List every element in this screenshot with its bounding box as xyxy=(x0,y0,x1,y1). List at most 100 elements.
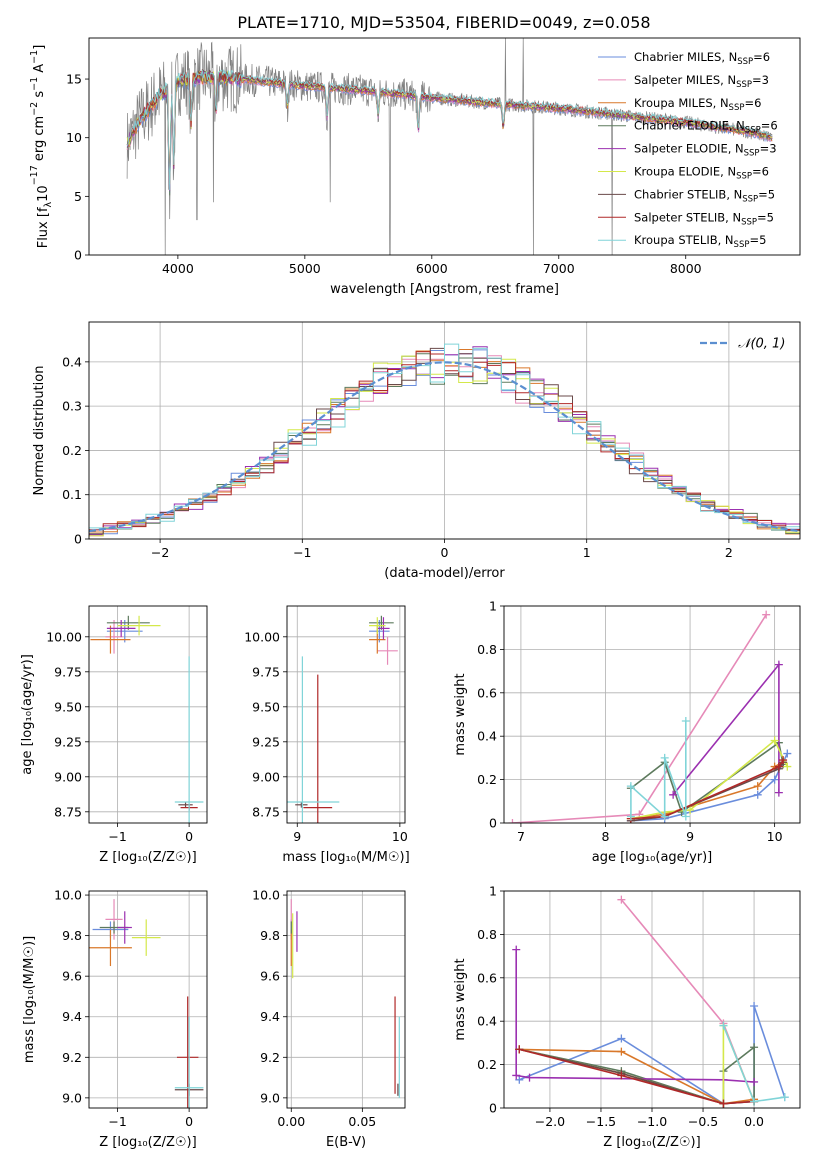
weight-marker xyxy=(750,1002,759,1011)
x-tick-label: −1.5 xyxy=(586,1114,616,1129)
errorbar-point-1 xyxy=(105,620,123,654)
weight-marker xyxy=(660,753,669,762)
histogram-8 xyxy=(89,343,800,531)
errorbar-point-5 xyxy=(131,919,161,956)
y-axis-label: Flux [fλ10−17 erg cm−2 s−1 A−1] xyxy=(29,45,54,249)
weight-marker xyxy=(779,756,788,765)
y-axis-label: mass [log₁₀(M/M☉)] xyxy=(22,936,37,1063)
plot-area-age_vs_Z xyxy=(90,615,204,823)
weight-series-3 xyxy=(515,1043,759,1108)
x-tick-label: −1 xyxy=(293,545,311,560)
weight-marker xyxy=(512,1071,521,1080)
y-tick-label: 9.6 xyxy=(62,969,82,984)
weight-series-4 xyxy=(512,945,759,1086)
weight-series-8 xyxy=(719,1021,789,1106)
errorbar-point-7 xyxy=(176,996,199,1108)
errorbar-point-8 xyxy=(174,656,204,823)
figure-title: PLATE=1710, MJD=53504, FIBERID=0049, z=0… xyxy=(237,13,650,32)
x-tick-label: 0.05 xyxy=(348,1114,376,1129)
weight-marker xyxy=(681,812,690,821)
y-tick-label: 0.8 xyxy=(477,927,497,942)
y-tick-label: 0 xyxy=(74,532,82,547)
x-tick-label: 0 xyxy=(185,829,193,844)
y-tick-label: 10.00 xyxy=(46,629,82,644)
weight-marker xyxy=(770,736,779,745)
weight-marker xyxy=(617,1071,626,1080)
weight-line xyxy=(630,753,789,822)
y-axis-label: mass weight xyxy=(453,673,468,755)
errorbar-point-7 xyxy=(303,674,333,823)
x-axis-label: Z [log₁₀(Z/Z☉)] xyxy=(603,1135,700,1150)
y-tick-label: 9.25 xyxy=(54,734,82,749)
weight-marker xyxy=(762,610,771,619)
y-tick-label: 0.3 xyxy=(62,399,82,414)
weight-marker xyxy=(783,749,792,758)
y-tick-label: 10 xyxy=(66,130,82,145)
weight-series-8 xyxy=(626,717,690,821)
weight-marker xyxy=(770,775,779,784)
y-tick-label: 9.8 xyxy=(62,928,82,943)
weight-marker xyxy=(719,1099,728,1108)
weight-marker xyxy=(719,1021,728,1030)
y-tick-label: 9.8 xyxy=(260,928,280,943)
legend-label-5: Kroupa ELODIE, NSSP=6 xyxy=(634,165,769,182)
y-tick-label: 9.75 xyxy=(54,664,82,679)
errorbar-point-5 xyxy=(369,617,386,634)
y-tick-label: 0.6 xyxy=(477,685,497,700)
y-tick-label: 9.2 xyxy=(260,1050,280,1065)
plot-area-spectrum xyxy=(126,38,773,255)
errorbar-point-4 xyxy=(117,911,132,944)
plot-area-age_vs_mass xyxy=(287,615,398,823)
y-tick-label: 0 xyxy=(489,816,497,831)
axes-frame xyxy=(88,321,801,540)
panel-weight_vs_Z: −2.0 −1.5 −1.0 −0.5 0.0 0 0.2 0.4 0.6 0.8 1 Z [log₁… xyxy=(453,884,801,1150)
y-tick-label: 0.2 xyxy=(62,443,82,458)
x-tick-label: −1.0 xyxy=(637,1114,667,1129)
axes-frame xyxy=(286,605,406,824)
x-tick-label: −2.0 xyxy=(535,1114,565,1129)
legend-label-4: Salpeter ELODIE, NSSP=3 xyxy=(634,142,777,159)
x-axis-label: E(B-V) xyxy=(326,1135,366,1150)
errorbar-point-5 xyxy=(117,615,161,636)
y-tick-label: 9.25 xyxy=(252,734,280,749)
weight-marker xyxy=(783,762,792,771)
errorbar-point-8 xyxy=(174,1016,204,1108)
weight-line xyxy=(519,1045,755,1105)
x-tick-label: 0 xyxy=(185,1114,193,1129)
x-tick-label: −1 xyxy=(108,829,126,844)
y-tick-label: 0.4 xyxy=(477,1014,497,1029)
weight-marker xyxy=(626,812,635,821)
y-tick-label: 9.4 xyxy=(62,1009,82,1024)
x-tick-label: 5000 xyxy=(289,261,321,276)
weight-marker xyxy=(617,895,626,904)
axes-frame xyxy=(88,37,801,256)
axes-frame xyxy=(503,890,801,1109)
y-tick-label: 0.2 xyxy=(477,772,497,787)
legend-label-3: Chabrier ELODIE, NSSP=6 xyxy=(634,119,778,136)
legend-residuals: 𝒩(0, 1) xyxy=(700,337,785,352)
weight-marker xyxy=(617,1034,626,1043)
errorbar-point-1 xyxy=(377,636,398,665)
panel-age_vs_mass: 9 10 8.75 9.00 9.25 9.50 9.75 10.00 mass [log₁₀(… xyxy=(244,605,410,865)
errorbar-point-2 xyxy=(90,625,131,654)
plot-area-residuals xyxy=(89,343,800,537)
y-tick-label: 9.4 xyxy=(260,1009,280,1024)
x-tick-label: 10 xyxy=(767,829,783,844)
x-axis-label: (data-model)/error xyxy=(384,566,505,581)
x-axis-label: Z [log₁₀(Z/Z☉)] xyxy=(99,1135,196,1150)
x-axis-label: age [log₁₀(age/yr)] xyxy=(592,850,713,865)
weight-marker xyxy=(515,1045,524,1054)
x-tick-label: 4000 xyxy=(162,261,194,276)
weight-marker xyxy=(686,805,695,814)
weight-line xyxy=(630,721,687,819)
weight-marker xyxy=(780,1093,789,1102)
x-tick-label: 1 xyxy=(583,545,591,560)
y-tick-label: 0.6 xyxy=(477,970,497,985)
legend-label-0: Chabrier MILES, NSSP=6 xyxy=(634,50,770,67)
y-tick-label: 5 xyxy=(74,189,82,204)
legend-label-6: Chabrier STELIB, NSSP=5 xyxy=(634,187,775,204)
weight-marker xyxy=(681,717,690,726)
legend-label-8: Kroupa STELIB, NSSP=5 xyxy=(634,233,766,250)
y-tick-label: 1 xyxy=(489,599,497,614)
weight-marker xyxy=(626,782,635,791)
